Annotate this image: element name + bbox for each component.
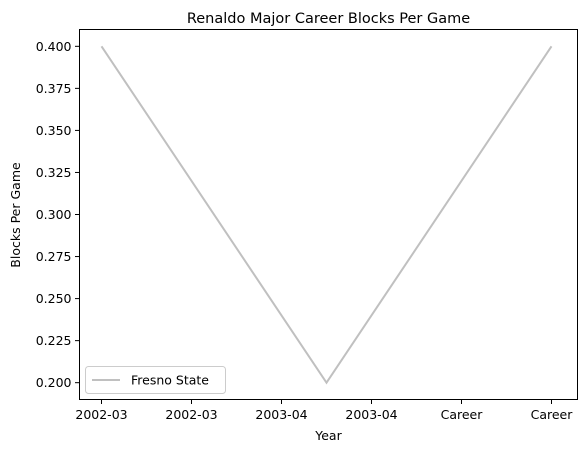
chart-title: Renaldo Major Career Blocks Per Game <box>187 11 470 27</box>
x-tick-label: 2002-03 <box>165 407 217 422</box>
x-tick-label: 2002-03 <box>75 407 127 422</box>
y-tick-label: 0.400 <box>36 39 72 54</box>
y-tick-label: 0.350 <box>36 123 72 138</box>
y-tick-label: 0.225 <box>36 333 72 348</box>
x-tick-label: 2003-04 <box>255 407 307 422</box>
y-tick-label: 0.275 <box>36 249 72 264</box>
x-axis-label: Year <box>314 428 342 443</box>
y-axis: 0.200 0.225 0.250 0.275 0.300 0.325 0.350 0.375… <box>36 39 80 390</box>
y-tick-label: 0.200 <box>36 375 72 390</box>
x-tick-label: Career <box>531 407 574 422</box>
y-tick-label: 0.375 <box>36 81 72 96</box>
legend: Fresno State <box>85 366 226 394</box>
x-tick-label: 2003-04 <box>345 407 397 422</box>
plot-lines <box>100 45 553 385</box>
y-tick-label: 0.250 <box>36 291 72 306</box>
series-line-fresno-state <box>100 45 553 385</box>
legend-frame <box>85 366 226 394</box>
x-tick-label: Career <box>441 407 484 422</box>
legend-label: Fresno State <box>131 373 209 388</box>
y-axis-label: Blocks Per Game <box>8 162 23 268</box>
y-tick-label: 0.325 <box>36 165 72 180</box>
x-axis: 2002-03 2002-03 2003-04 2003-04 Career Career <box>75 399 574 422</box>
plot-area-frame <box>79 29 578 400</box>
y-tick-label: 0.300 <box>36 207 72 222</box>
